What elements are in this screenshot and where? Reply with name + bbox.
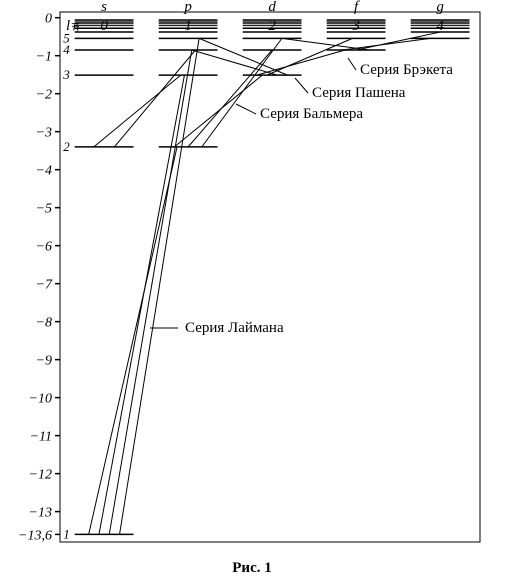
y-tick-label: −3	[36, 126, 52, 141]
y-tick-label: −1	[36, 50, 52, 65]
orbital-label: s	[101, 0, 107, 15]
transition-line	[109, 50, 192, 534]
transition-line	[267, 38, 352, 75]
orbital-label: p	[183, 0, 192, 15]
n-level-label: 1	[63, 526, 70, 541]
series-annotation: Серия Бальмера	[260, 106, 363, 122]
plot-border	[60, 12, 480, 542]
orbital-label: d	[268, 0, 276, 15]
transition-line	[356, 32, 440, 50]
orbital-label: f	[354, 0, 360, 15]
y-tick-label: −11	[30, 430, 52, 445]
energy-level-diagram: 0−1−2−3−4−5−6−7−8−9−10−11−12−13−13,6l=s0…	[0, 0, 505, 578]
annotation-pointer	[236, 104, 256, 114]
series-annotation: Серия Брэкета	[360, 62, 453, 78]
y-tick-label: −5	[36, 202, 52, 217]
y-tick-label: −8	[36, 316, 52, 331]
y-tick-label: −6	[36, 240, 52, 255]
annotation-pointer	[295, 78, 308, 93]
y-tick-label: −12	[29, 468, 52, 483]
y-tick-label: −2	[36, 88, 52, 103]
y-tick-label: −4	[36, 164, 52, 179]
y-tick-label: −13	[29, 506, 52, 521]
y-tick-label: 0	[45, 12, 52, 27]
transition-line	[199, 38, 287, 75]
transition-line	[202, 38, 282, 147]
annotation-pointer	[348, 58, 356, 70]
y-tick-label: −13,6	[18, 528, 52, 543]
y-tick-label: −10	[29, 392, 52, 407]
y-tick-label: −9	[36, 354, 52, 369]
transition-line	[188, 50, 272, 147]
n-level-label: 4	[63, 42, 70, 57]
transition-line	[99, 75, 184, 534]
series-annotation: Серия Лаймана	[185, 320, 284, 336]
n-level-label: 2	[63, 139, 70, 154]
transition-line	[120, 38, 200, 534]
series-annotation: Серия Пашена	[312, 85, 406, 101]
transition-line	[282, 38, 370, 50]
orbital-label: g	[436, 0, 444, 15]
y-tick-label: −7	[36, 278, 53, 293]
transition-line	[89, 147, 177, 535]
figure-caption: Рис. 1	[232, 560, 271, 576]
transition-line	[94, 75, 181, 147]
n-level-label: 3	[62, 67, 70, 82]
